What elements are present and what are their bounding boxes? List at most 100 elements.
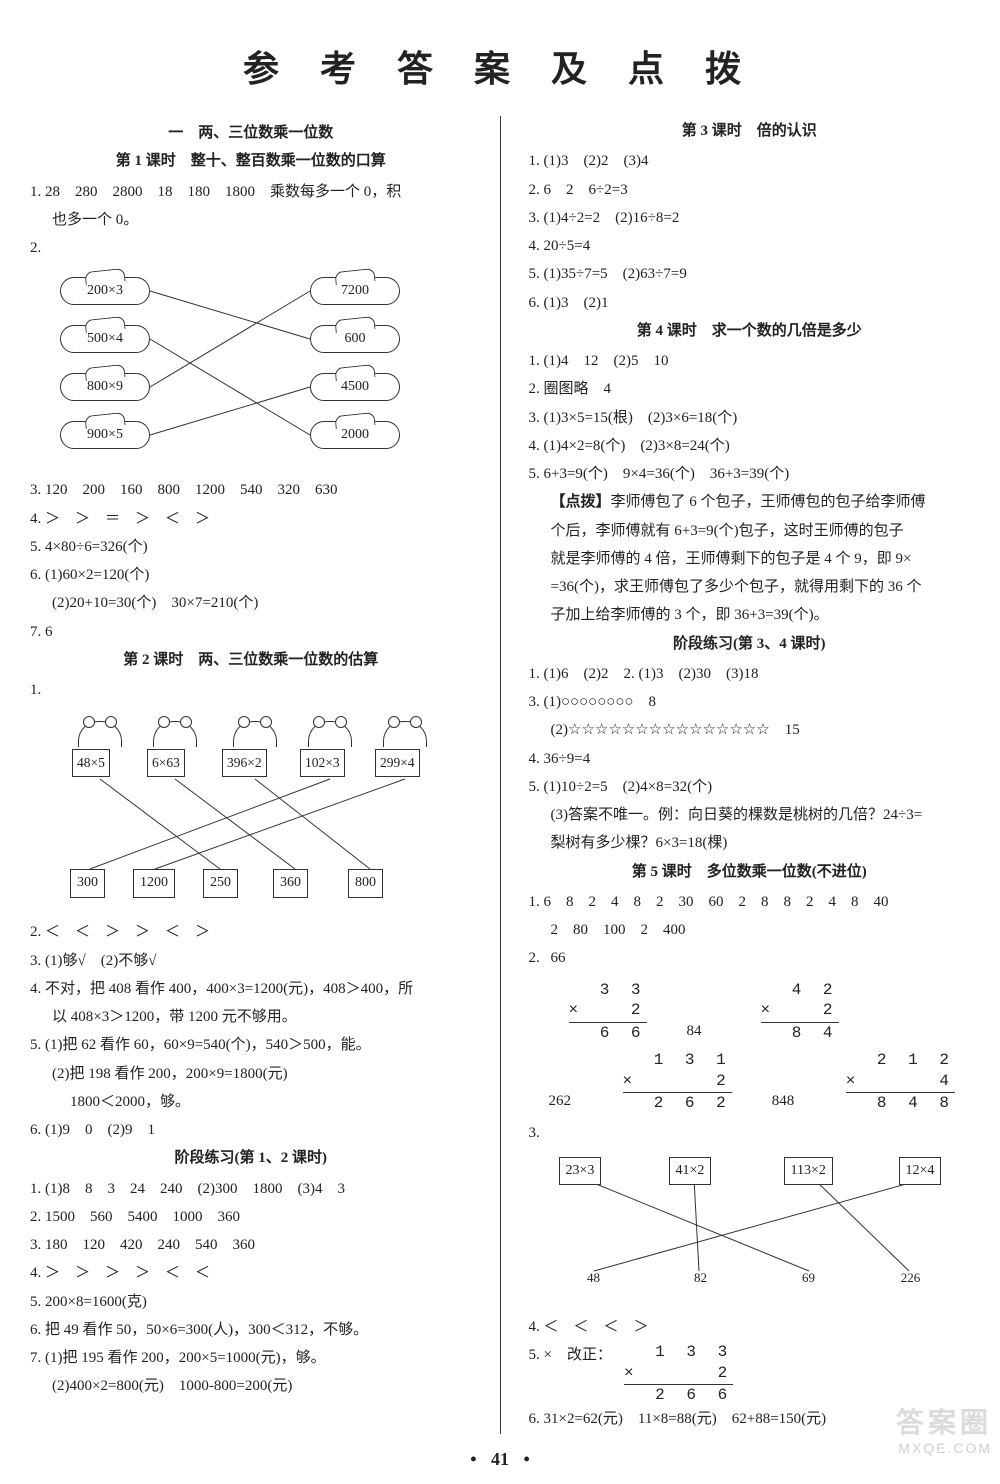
- v2b-top: 4 2: [761, 980, 839, 1001]
- v2d-top: 2 1 2: [846, 1050, 955, 1071]
- leaf-left-2: 800×9: [60, 373, 150, 401]
- l2-q4b: 以 408×3＞1200，带 1200 元不够用。: [30, 1004, 472, 1030]
- leaf-matching-diagram: 200×3 500×4 800×9 900×5 7200 600 4500 20…: [30, 267, 472, 467]
- page: 参 考 答 案 及 点 拨 一 两、三位数乘一位数 第 1 课时 整十、整百数乘…: [0, 0, 1000, 1484]
- l1-q1: 1. 28 280 2800 18 180 1800 乘数每多一个 0，积: [30, 179, 472, 205]
- q3-box-1: 41×2: [669, 1157, 712, 1186]
- frog-2: 396×2: [222, 749, 267, 777]
- l3-q5: 5. (1)35÷7=5 (2)63÷7=9: [529, 261, 971, 287]
- l5-q5-label: 5. × 改正：: [529, 1342, 612, 1368]
- l1-q5: 5. 4×80÷6=326(个): [30, 534, 472, 560]
- p34-q3b: (2)☆☆☆☆☆☆☆☆☆☆☆☆☆☆☆ 15: [529, 717, 971, 743]
- p34-q3a: 3. (1)○○○○○○○○ 8: [529, 689, 971, 715]
- v2c-top: 1 3 1: [623, 1050, 732, 1071]
- p34-q5a: 5. (1)10÷2=5 (2)4×8=32(个): [529, 774, 971, 800]
- practice12-title: 阶段练习(第 1、2 课时): [30, 1145, 472, 1171]
- l3-q4: 4. 20÷5=4: [529, 233, 971, 259]
- l2-q3: 3. (1)够√ (2)不够√: [30, 948, 472, 974]
- lesson4-title: 第 4 课时 求一个数的几倍是多少: [529, 318, 971, 344]
- frog-3: 102×3: [300, 749, 345, 777]
- frog-head-icon: [308, 721, 352, 747]
- l4-q5: 5. 6+3=9(个) 9×4=36(个) 36+3=39(个): [529, 461, 971, 487]
- frog-head-icon: [233, 721, 277, 747]
- q3-matching-diagram: 23×3 41×2 113×2 12×4 48 82 69 226: [529, 1153, 971, 1308]
- page-footer: • 41 •: [0, 1449, 1000, 1470]
- hint-label: 【点拨】: [551, 494, 611, 510]
- varith-row-1: 3 3 × 2 6 6 84 4 2 × 2 8 4: [569, 980, 971, 1044]
- p12-q7b: (2)400×2=800(元) 1000-800=200(元): [30, 1373, 472, 1399]
- l4-q4: 4. (1)4×2=8(个) (2)3×8=24(个): [529, 433, 971, 459]
- varith-row-2: 262 1 3 1 × 2 2 6 2 848 2 1 2 × 4 8 4 8: [569, 1050, 971, 1114]
- leaf-right-3: 2000: [310, 421, 400, 449]
- p34-q4: 4. 36÷9=4: [529, 746, 971, 772]
- l1-q1b: 也多一个 0。: [30, 207, 472, 233]
- q3-flower-3: 226: [894, 1263, 928, 1293]
- leaf-right-2: 4500: [310, 373, 400, 401]
- l2-q1-label: 1.: [30, 677, 472, 703]
- practice34-title: 阶段练习(第 3、4 课时): [529, 631, 971, 657]
- q3-flower-1: 82: [684, 1263, 718, 1293]
- p34-q5b: (3)答案不唯一。例：向日葵的棵数是桃树的几倍？24÷3=: [529, 802, 971, 828]
- l4-hint5: 子加上给李师傅的 3 个，即 36+3=39(个)。: [529, 602, 971, 628]
- unit-title: 一 两、三位数乘一位数: [30, 120, 472, 146]
- varith-5: 1 3 3 × 2 2 6 6: [624, 1342, 733, 1406]
- l3-q3: 3. (1)4÷2=2 (2)16÷8=2: [529, 205, 971, 231]
- l4-hint3: 就是李师傅的 4 倍，王师傅剩下的包子是 4 个 9，即 9×: [529, 546, 971, 572]
- v2c-res: 2 6 2: [623, 1093, 732, 1114]
- v2c-prefix: 262: [549, 1088, 583, 1114]
- lesson3-title: 第 3 课时 倍的认识: [529, 118, 971, 144]
- q3-box-3: 12×4: [899, 1157, 942, 1186]
- q3-flower-2: 69: [792, 1263, 826, 1293]
- l1-q6a: 6. (1)60×2=120(个): [30, 562, 472, 588]
- l2-q5b: (2)把 198 看作 200，200×9=1800(元): [30, 1061, 472, 1087]
- l5-q1a: 1. 6 8 2 4 8 2 30 60 2 8 8 2 4 8 40: [529, 889, 971, 915]
- frog-head-icon: [153, 721, 197, 747]
- ans-4: 800: [348, 869, 383, 898]
- v2c-mul: × 2: [623, 1071, 732, 1094]
- l1-q4: 4. ＞ ＞ ＝ ＞ ＜ ＞: [30, 506, 472, 532]
- p12-q6: 6. 把 49 看作 50，50×6=300(人)，300＜312，不够。: [30, 1317, 472, 1343]
- right-column: 第 3 课时 倍的认识 1. (1)3 (2)2 (3)4 2. 6 2 6÷2…: [525, 116, 971, 1434]
- q3-box-2: 113×2: [784, 1157, 833, 1186]
- varith-2b: 4 2 × 2 8 4: [761, 980, 839, 1044]
- leaf-left-0: 200×3: [60, 277, 150, 305]
- l4-q3: 3. (1)3×5=15(根) (2)3×6=18(个): [529, 405, 971, 431]
- p12-q7a: 7. (1)把 195 看作 200，200×5=1000(元)，够。: [30, 1345, 472, 1371]
- l5-q1b: 2 80 100 2 400: [529, 917, 971, 943]
- l1-q3: 3. 120 200 160 800 1200 540 320 630: [30, 477, 472, 503]
- v2a-top: 3 3: [569, 980, 647, 1001]
- p12-q1: 1. (1)8 8 3 24 240 (2)300 1800 (3)4 3: [30, 1176, 472, 1202]
- v5-res: 2 6 6: [624, 1385, 733, 1406]
- p12-q3: 3. 180 120 420 240 540 360: [30, 1232, 472, 1258]
- lesson2-title: 第 2 课时 两、三位数乘一位数的估算: [30, 647, 472, 673]
- v5-mul: × 2: [624, 1363, 733, 1386]
- l1-q7: 7. 6: [30, 619, 472, 645]
- leaf-right-0: 7200: [310, 277, 400, 305]
- watermark-url: MXQE.COM: [898, 1440, 992, 1456]
- v2b-mul: × 2: [761, 1000, 839, 1023]
- l3-q1: 1. (1)3 (2)2 (3)4: [529, 148, 971, 174]
- columns: 一 两、三位数乘一位数 第 1 课时 整十、整百数乘一位数的口算 1. 28 2…: [30, 116, 970, 1434]
- frog-4: 299×4: [375, 749, 420, 777]
- p34-q5c: 梨树有多少棵？6×3=18(棵): [529, 830, 971, 856]
- l3-q2: 2. 6 2 6÷2=3: [529, 177, 971, 203]
- v2a-prefix: 66: [551, 945, 585, 971]
- l4-q2: 2. 圈图略 4: [529, 376, 971, 402]
- l4-hint4: =36(个)，求王师傅包了多少个包子，就得用剩下的 36 个: [529, 574, 971, 600]
- l5-q4: 4. ＜ ＜ ＜ ＞: [529, 1314, 971, 1340]
- dot-icon: •: [524, 1449, 530, 1469]
- frog-matching-diagram: 48×5 6×63 396×2 102×3 299×4 300 1200 250…: [30, 709, 472, 909]
- v5-top: 1 3 3: [624, 1342, 733, 1363]
- leaf-right-1: 600: [310, 325, 400, 353]
- l2-q6: 6. (1)9 0 (2)9 1: [30, 1117, 472, 1143]
- l4-q1: 1. (1)4 12 (2)5 10: [529, 348, 971, 374]
- l2-q5a: 5. (1)把 62 看作 60，60×9=540(个)，540＞500，能。: [30, 1032, 472, 1058]
- frog-head-icon: [78, 721, 122, 747]
- varith-2a: 3 3 × 2 6 6: [569, 980, 647, 1044]
- v2b-res: 8 4: [761, 1023, 839, 1044]
- l5-q2-label: 2.: [529, 945, 551, 971]
- q3-box-0: 23×3: [559, 1157, 602, 1186]
- l2-q2: 2. ＜ ＜ ＞ ＞ ＜ ＞: [30, 919, 472, 945]
- l5-q3-label: 3.: [529, 1120, 551, 1146]
- l2-q5c: 1800＜2000，够。: [30, 1089, 472, 1115]
